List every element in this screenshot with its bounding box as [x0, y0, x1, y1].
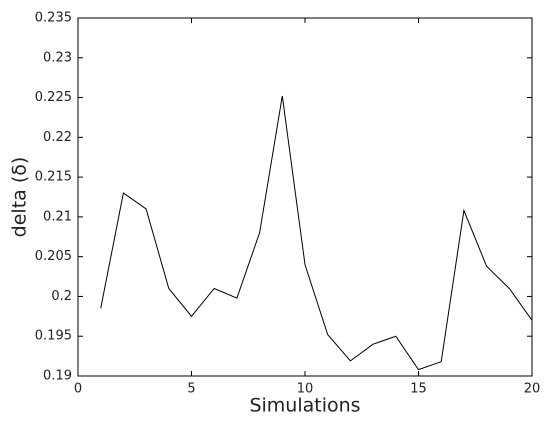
y-tick-label: 0.21: [43, 209, 72, 224]
y-tick-label: 0.23: [43, 50, 72, 65]
y-axis-label: delta (δ): [9, 157, 31, 238]
y-tick-label: 0.2: [51, 289, 72, 304]
data-line: [100, 95, 533, 371]
y-tick-label: 0.215: [35, 170, 72, 185]
x-tick-label: 10: [297, 382, 314, 397]
axes-frame: [77, 17, 533, 377]
x-tick-label: 5: [187, 382, 195, 397]
y-tick-label: 0.235: [35, 11, 72, 26]
y-tick-label: 0.195: [35, 329, 72, 344]
y-tick-label: 0.22: [43, 130, 72, 145]
x-tick-label: 0: [74, 382, 82, 397]
x-axis-label: Simulations: [249, 395, 360, 417]
y-tick-label: 0.205: [35, 249, 72, 264]
x-tick-label: 20: [524, 382, 541, 397]
x-tick-label: 15: [410, 382, 427, 397]
y-tick-label: 0.19: [43, 369, 72, 384]
y-tick-label: 0.225: [35, 90, 72, 105]
